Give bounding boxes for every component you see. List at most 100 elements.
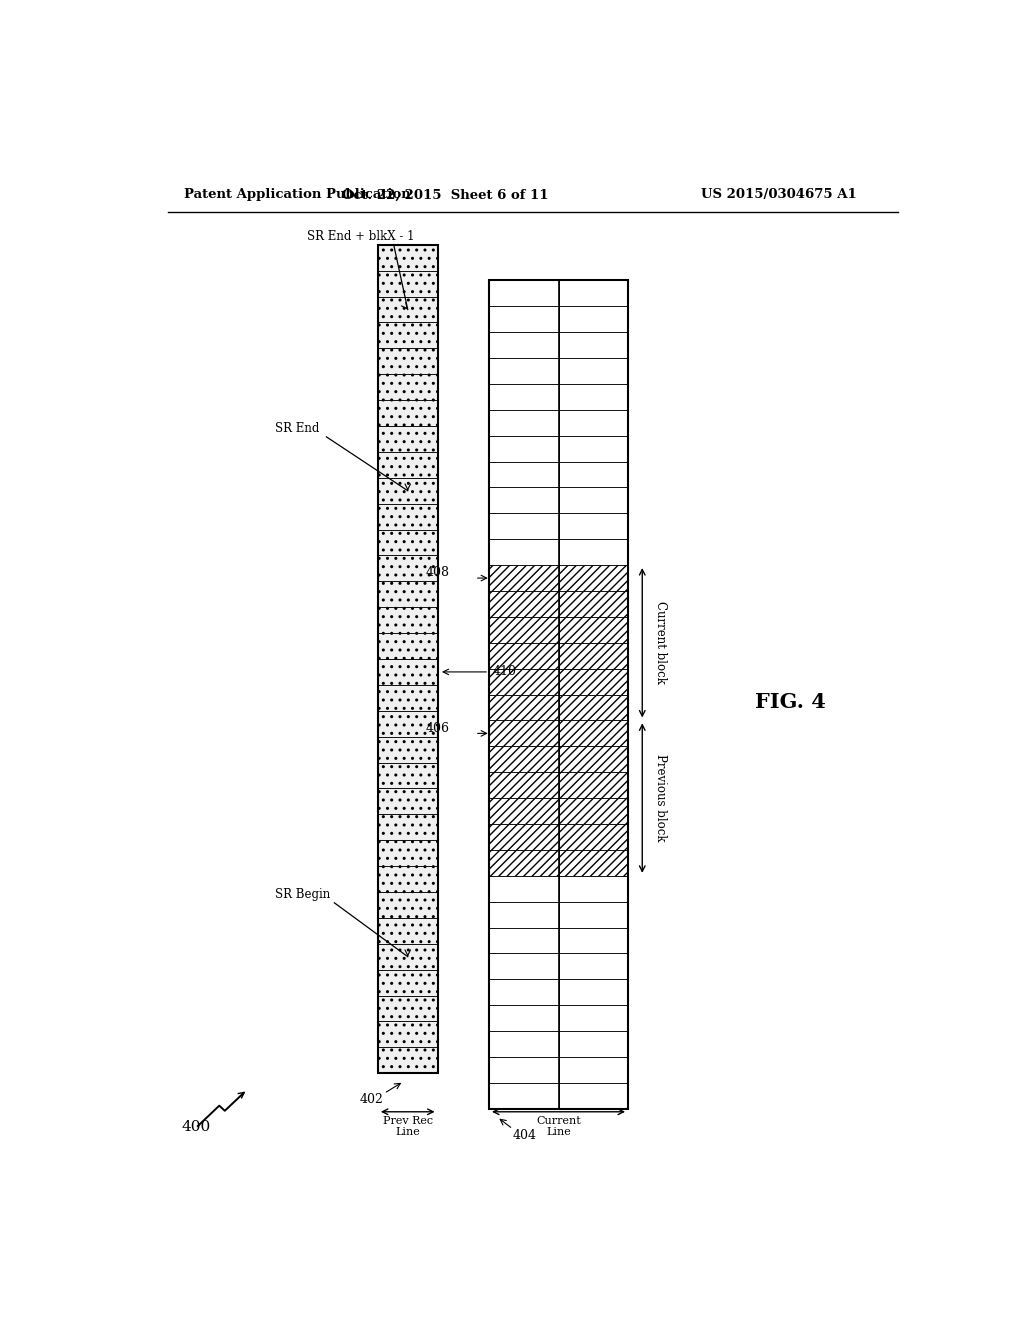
Bar — [558, 875, 628, 902]
Bar — [558, 979, 628, 1006]
Bar — [558, 306, 628, 333]
Text: SR End + blkX - 1: SR End + blkX - 1 — [306, 231, 414, 243]
Text: 410: 410 — [493, 665, 517, 678]
Bar — [378, 970, 437, 995]
Bar — [558, 540, 628, 565]
Bar — [378, 478, 437, 504]
Bar — [378, 892, 437, 917]
Bar — [378, 244, 437, 1073]
Bar — [378, 607, 437, 634]
Bar — [489, 694, 558, 721]
Text: 404: 404 — [513, 1129, 537, 1142]
Bar — [378, 814, 437, 841]
Text: US 2015/0304675 A1: US 2015/0304675 A1 — [700, 189, 857, 202]
Text: 406: 406 — [425, 722, 450, 735]
Bar — [489, 591, 558, 616]
Bar — [558, 1082, 628, 1109]
Bar — [489, 875, 558, 902]
Bar — [378, 788, 437, 814]
Text: Prev Rec
Line: Prev Rec Line — [383, 1115, 433, 1138]
Bar — [489, 979, 558, 1006]
Bar — [378, 375, 437, 400]
Bar — [558, 928, 628, 953]
Text: FIG. 4: FIG. 4 — [756, 692, 826, 713]
Bar — [558, 462, 628, 487]
Bar — [489, 333, 558, 358]
Bar — [378, 659, 437, 685]
Bar — [489, 1082, 558, 1109]
Bar — [558, 746, 628, 772]
Bar — [489, 280, 628, 1109]
Bar — [558, 565, 628, 591]
Bar — [558, 1006, 628, 1031]
Bar — [489, 746, 558, 772]
Bar — [378, 685, 437, 710]
Bar — [558, 953, 628, 979]
Bar — [489, 1031, 558, 1057]
Bar — [378, 556, 437, 581]
Bar — [558, 591, 628, 616]
Bar — [378, 841, 437, 866]
Bar — [489, 358, 558, 384]
Bar — [489, 643, 558, 669]
Bar — [378, 348, 437, 375]
Bar — [558, 409, 628, 436]
Bar — [558, 384, 628, 409]
Bar — [558, 333, 628, 358]
Text: 402: 402 — [360, 1093, 384, 1106]
Bar — [489, 280, 558, 306]
Bar — [558, 772, 628, 799]
Text: 408: 408 — [425, 566, 450, 579]
Text: SR End: SR End — [274, 422, 319, 434]
Bar — [489, 824, 558, 850]
Bar — [489, 902, 558, 928]
Bar — [378, 1047, 437, 1073]
Bar — [489, 953, 558, 979]
Bar — [489, 772, 558, 799]
Bar — [378, 451, 437, 478]
Bar — [378, 1022, 437, 1047]
Bar — [558, 487, 628, 513]
Bar — [489, 436, 558, 462]
Bar — [558, 1057, 628, 1082]
Bar — [378, 995, 437, 1022]
Bar — [558, 643, 628, 669]
Bar — [489, 306, 558, 333]
Bar — [378, 322, 437, 348]
Bar — [489, 616, 558, 643]
Bar — [489, 487, 558, 513]
Bar — [378, 917, 437, 944]
Bar — [489, 409, 558, 436]
Bar — [558, 280, 628, 306]
Bar — [489, 565, 558, 591]
Bar — [558, 436, 628, 462]
Bar — [378, 244, 437, 271]
Bar — [378, 710, 437, 737]
Bar — [558, 669, 628, 694]
Bar — [378, 426, 437, 451]
Bar — [378, 763, 437, 788]
Bar — [378, 581, 437, 607]
Bar — [489, 513, 558, 540]
Text: Current block: Current block — [654, 602, 668, 684]
Bar — [489, 928, 558, 953]
Bar — [558, 358, 628, 384]
Bar — [558, 721, 628, 746]
Bar — [378, 529, 437, 556]
Bar — [378, 737, 437, 763]
Bar — [489, 1006, 558, 1031]
Text: Previous block: Previous block — [654, 754, 668, 842]
Bar — [489, 540, 558, 565]
Bar — [378, 400, 437, 426]
Text: Oct. 22, 2015  Sheet 6 of 11: Oct. 22, 2015 Sheet 6 of 11 — [342, 189, 549, 202]
Text: SR Begin: SR Begin — [274, 888, 330, 900]
Bar — [378, 634, 437, 659]
Bar — [558, 694, 628, 721]
Text: Current
Line: Current Line — [537, 1115, 581, 1138]
Bar — [378, 866, 437, 892]
Bar — [489, 850, 558, 875]
Bar — [378, 504, 437, 529]
Bar — [558, 616, 628, 643]
Bar — [489, 721, 558, 746]
Bar — [489, 669, 558, 694]
